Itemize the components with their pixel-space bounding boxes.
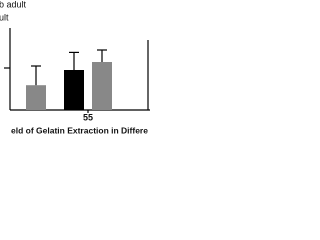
bar xyxy=(92,62,112,110)
legend-label: ult xyxy=(0,12,9,22)
page: {"chart_data": {"type": "bar", "x_label"… xyxy=(0,0,150,150)
bar xyxy=(26,85,46,110)
bar xyxy=(64,70,84,110)
chart: eld of Gelatin Extraction in Differe b a… xyxy=(0,0,150,135)
x-tick-label: 55 xyxy=(83,112,93,122)
legend-label: b adult xyxy=(0,0,27,9)
x-axis-title: eld of Gelatin Extraction in Differe xyxy=(11,125,148,135)
